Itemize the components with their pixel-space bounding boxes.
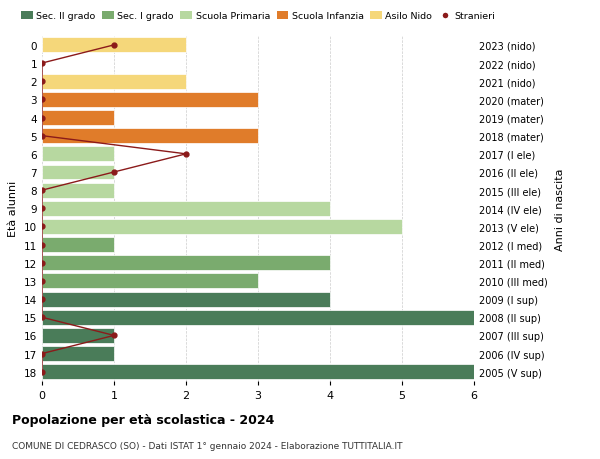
- Legend: Sec. II grado, Sec. I grado, Scuola Primaria, Scuola Infanzia, Asilo Nido, Stran: Sec. II grado, Sec. I grado, Scuola Prim…: [17, 8, 499, 25]
- Bar: [42, 328, 114, 343]
- Text: Popolazione per età scolastica - 2024: Popolazione per età scolastica - 2024: [12, 413, 274, 426]
- Bar: [42, 93, 258, 107]
- Bar: [42, 165, 114, 180]
- Bar: [42, 74, 186, 90]
- Bar: [42, 310, 474, 325]
- Bar: [42, 292, 330, 307]
- Bar: [42, 364, 474, 379]
- Bar: [42, 129, 258, 144]
- Y-axis label: Anni di nascita: Anni di nascita: [554, 168, 565, 250]
- Bar: [42, 39, 186, 53]
- Y-axis label: Età alunni: Età alunni: [8, 181, 19, 237]
- Bar: [42, 347, 114, 361]
- Bar: [42, 111, 114, 126]
- Bar: [42, 202, 330, 216]
- Bar: [42, 274, 258, 289]
- Text: COMUNE DI CEDRASCO (SO) - Dati ISTAT 1° gennaio 2024 - Elaborazione TUTTITALIA.I: COMUNE DI CEDRASCO (SO) - Dati ISTAT 1° …: [12, 441, 403, 450]
- Bar: [42, 183, 114, 198]
- Bar: [42, 256, 330, 271]
- Bar: [42, 238, 114, 252]
- Bar: [42, 219, 402, 235]
- Bar: [42, 147, 114, 162]
